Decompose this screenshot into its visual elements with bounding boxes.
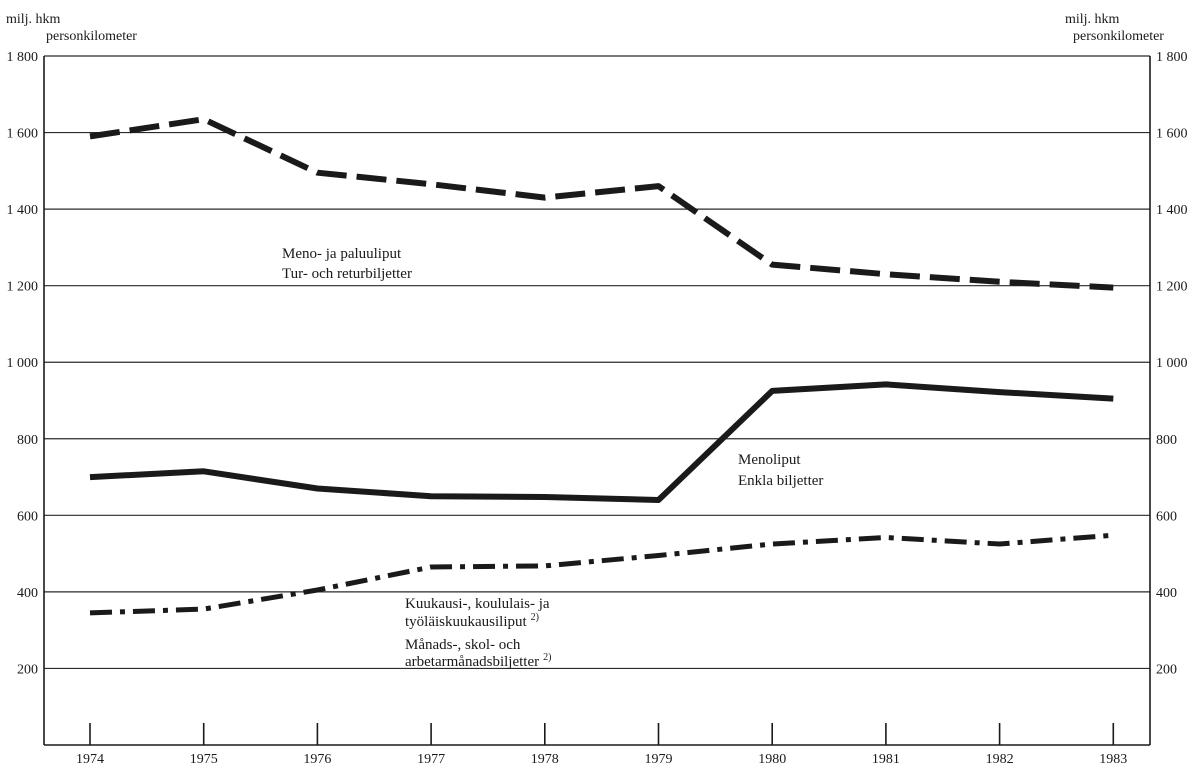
y-tick-label-left-1400: 1 400 [7, 203, 39, 218]
left-unit-label-line2: personkilometer [46, 29, 137, 44]
y-tick-label-right-1600: 1 600 [1156, 127, 1188, 142]
y-tick-label-right-1800: 1 800 [1156, 50, 1188, 65]
annotation-monthly-tickets: Kuukausi-, koululais- ja työläiskuukausi… [405, 596, 551, 670]
y-tick-label-right-600: 600 [1156, 509, 1177, 524]
x-tick-label-1975: 1975 [190, 752, 218, 767]
annotation-monthly-line4-text: arbetarmånadsbiljetter [405, 654, 539, 670]
y-tick-label-left-1600: 1 600 [7, 127, 39, 142]
x-tick-label-1974: 1974 [76, 752, 104, 767]
y-tick-label-left-1200: 1 200 [7, 280, 39, 295]
series-line-return [89, 116, 1114, 291]
annotation-single-line2: Enkla biljetter [738, 473, 823, 489]
y-tick-label-left-600: 600 [17, 509, 38, 524]
series-line-monthly [89, 532, 1114, 616]
left-unit-label-line1: milj. hkm [6, 12, 61, 27]
annotation-return-tickets: Meno- ja paluuliput Tur- och returbiljet… [282, 246, 412, 282]
y-tick-label-right-1000: 1 000 [1156, 356, 1188, 371]
y-tick-label-left-1000: 1 000 [7, 356, 39, 371]
annotation-monthly-line4: arbetarmånadsbiljetter 2) [405, 652, 551, 670]
x-tick-label-1982: 1982 [986, 752, 1014, 767]
annotation-single-line1: Menoliput [738, 452, 801, 468]
y-tick-labels-right: 200 400 600 800 1 000 1 200 1 400 1 600 1 800 [1156, 50, 1188, 677]
annotation-monthly-line1: Kuukausi-, koululais- ja [405, 596, 550, 612]
series-lines [89, 116, 1114, 616]
x-tick-label-1979: 1979 [645, 752, 673, 767]
y-tick-label-right-1400: 1 400 [1156, 203, 1188, 218]
annotation-monthly-line3: Månads-, skol- och [405, 637, 521, 653]
annotation-return-line2: Tur- och returbiljetter [282, 266, 412, 282]
x-tick-label-1981: 1981 [872, 752, 900, 767]
grid-lines [44, 55, 1150, 670]
x-tick-label-1978: 1978 [531, 752, 559, 767]
y-tick-label-right-400: 400 [1156, 586, 1177, 601]
x-tick-label-1977: 1977 [417, 752, 445, 767]
y-tick-label-right-1200: 1 200 [1156, 280, 1188, 295]
annotation-single-tickets: Menoliput Enkla biljetter [738, 452, 823, 489]
x-tick-label-1980: 1980 [758, 752, 786, 767]
annotation-monthly-line2: työläiskuukausiliput 2) [405, 612, 539, 630]
x-tick-label-1983: 1983 [1099, 752, 1127, 767]
y-tick-label-left-1800: 1 800 [7, 50, 39, 65]
x-tick-label-1976: 1976 [303, 752, 331, 767]
x-axis-ticks: 1974 1975 1976 1977 1978 1979 1980 1981 1982 1983 [76, 723, 1127, 767]
y-tick-labels-left: 200 400 600 800 1 000 1 200 1 400 1 600 1 800 [7, 50, 39, 677]
footnote-mark-2: 2) [543, 652, 551, 663]
annotation-return-line1: Meno- ja paluuliput [282, 246, 402, 262]
y-tick-label-left-800: 800 [17, 433, 38, 448]
series-line-single [89, 381, 1114, 503]
axes [43, 56, 1151, 746]
y-tick-label-right-800: 800 [1156, 433, 1177, 448]
footnote-mark-1: 2) [531, 612, 539, 623]
y-tick-label-right-200: 200 [1156, 662, 1177, 677]
annotation-monthly-line2-text: työläiskuukausiliput [405, 614, 527, 630]
y-tick-label-left-400: 400 [17, 586, 38, 601]
right-unit-label-line2: personkilometer [1073, 29, 1164, 44]
y-tick-label-left-200: 200 [17, 662, 38, 677]
right-unit-label-line1: milj. hkm [1065, 12, 1120, 27]
